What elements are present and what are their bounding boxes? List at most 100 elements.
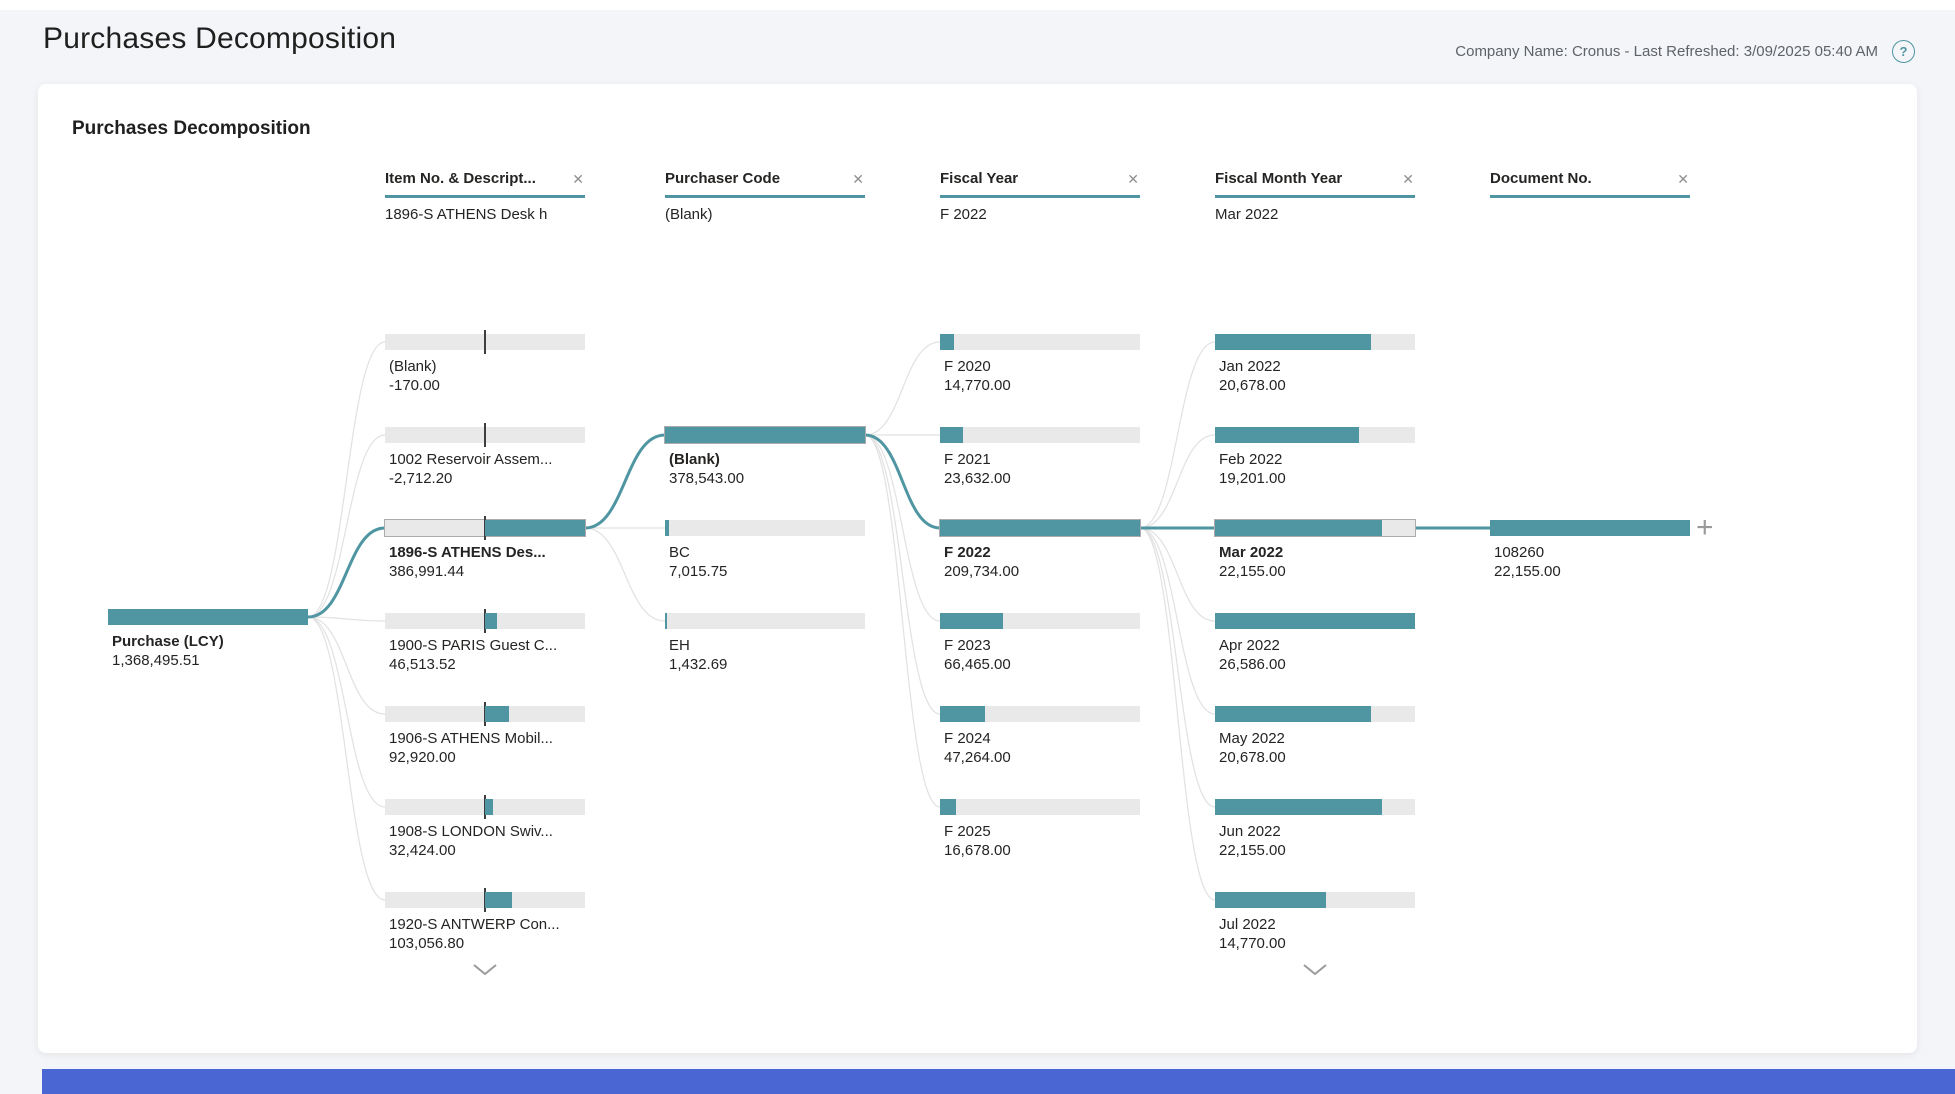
node-bar[interactable] [385, 888, 585, 912]
help-icon[interactable]: ? [1892, 40, 1915, 63]
node-bar[interactable] [385, 423, 585, 447]
node-value: 22,155.00 [1219, 563, 1286, 580]
close-level-icon[interactable]: ✕ [1402, 171, 1414, 187]
node-value: 7,015.75 [669, 563, 728, 580]
node-bar[interactable] [939, 519, 1141, 537]
node-bar-fill [940, 613, 1004, 629]
level-selected-value: F 2022 [940, 206, 987, 223]
node-label: 1900-S PARIS Guest C... [389, 637, 558, 654]
expand-more-icon[interactable] [1302, 962, 1328, 981]
node-label: Jun 2022 [1219, 823, 1281, 840]
tree-node-1-2[interactable]: EH 1,432.69 [665, 613, 865, 674]
node-bar[interactable] [1215, 799, 1415, 815]
tree-node-3-2[interactable]: Mar 2022 22,155.00 [1214, 519, 1416, 581]
close-level-icon[interactable]: ✕ [1127, 171, 1139, 187]
tree-node-3-1[interactable]: Feb 2022 19,201.00 [1215, 427, 1415, 488]
level-selected-value: Mar 2022 [1215, 206, 1279, 223]
node-bar-fill [665, 520, 669, 536]
node-bar[interactable] [384, 516, 586, 540]
node-value: 66,465.00 [944, 656, 1011, 673]
tree-node-1-1[interactable]: BC 7,015.75 [665, 520, 865, 581]
bottom-scrollbar[interactable] [42, 1069, 1955, 1094]
node-bar-fill [485, 706, 509, 722]
level-underline [385, 195, 585, 198]
node-bar[interactable] [940, 427, 1140, 443]
level-header-2: Purchaser Code ✕ (Blank) [665, 170, 870, 223]
node-bar[interactable] [1490, 520, 1690, 536]
close-level-icon[interactable]: ✕ [852, 171, 864, 187]
node-bar[interactable] [385, 609, 585, 633]
node-bar[interactable] [664, 426, 866, 444]
baseline-tick [484, 423, 486, 447]
node-bar-fill [1215, 706, 1371, 722]
tree-node-4-0[interactable]: 108260 22,155.00 [1490, 520, 1690, 581]
node-bar[interactable] [940, 706, 1140, 722]
node-value: -2,712.20 [389, 470, 453, 487]
tree-node-0-4[interactable]: 1906-S ATHENS Mobil... 92,920.00 [385, 702, 585, 767]
node-label: F 2020 [944, 358, 991, 375]
tree-node-3-3[interactable]: Apr 2022 26,586.00 [1215, 613, 1415, 674]
node-bar[interactable] [385, 330, 585, 354]
expand-plus-icon[interactable]: + [1696, 511, 1714, 544]
node-value: 23,632.00 [944, 470, 1011, 487]
expand-more-icon[interactable] [472, 962, 498, 981]
decomposition-card [38, 84, 1917, 1053]
node-label: (Blank) [389, 358, 437, 375]
level-underline [940, 195, 1140, 198]
node-bar[interactable] [1215, 892, 1415, 908]
node-value: 32,424.00 [389, 842, 456, 859]
node-bar-fill [665, 427, 865, 443]
node-value: 20,678.00 [1219, 377, 1286, 394]
close-level-icon[interactable]: ✕ [1677, 171, 1689, 187]
tree-node-2-2[interactable]: F 2022 209,734.00 [939, 519, 1141, 581]
close-level-icon[interactable]: ✕ [572, 171, 584, 187]
node-bar-fill [940, 427, 963, 443]
tree-node-0-2[interactable]: 1896-S ATHENS Des... 386,991.44 [384, 516, 586, 581]
node-bar[interactable] [1215, 427, 1415, 443]
tree-node-0-1[interactable]: 1002 Reservoir Assem... -2,712.20 [385, 423, 585, 488]
node-bar[interactable] [108, 609, 308, 625]
level-header-1: Item No. & Descript... ✕ 1896-S ATHENS Des… [385, 170, 590, 223]
node-bar[interactable] [1215, 334, 1415, 350]
tree-node-0-0[interactable]: (Blank) -170.00 [385, 330, 585, 395]
tree-node-0-3[interactable]: 1900-S PARIS Guest C... 46,513.52 [385, 609, 585, 674]
node-bar-fill [1215, 613, 1415, 629]
node-bar[interactable] [1214, 519, 1416, 537]
node-value: 1,432.69 [669, 656, 728, 673]
node-bar[interactable] [665, 613, 865, 629]
tree-node-3-5[interactable]: Jun 2022 22,155.00 [1215, 799, 1415, 860]
tree-node-1-0[interactable]: (Blank) 378,543.00 [664, 426, 866, 488]
node-label: 1002 Reservoir Assem... [389, 451, 553, 468]
node-bar[interactable] [385, 795, 585, 819]
node-label: Apr 2022 [1219, 637, 1280, 654]
tree-node-2-4[interactable]: F 2024 47,264.00 [940, 706, 1140, 767]
node-bar-fill [1215, 799, 1382, 815]
tree-node-2-1[interactable]: F 2021 23,632.00 [940, 427, 1140, 488]
node-bar-fill [940, 706, 985, 722]
node-bar[interactable] [1215, 706, 1415, 722]
node-bar[interactable] [385, 702, 585, 726]
tree-node-0-6[interactable]: 1920-S ANTWERP Con... 103,056.80 [385, 888, 585, 953]
tree-node-3-0[interactable]: Jan 2022 20,678.00 [1215, 334, 1415, 395]
tree-node-0-5[interactable]: 1908-S LONDON Swiv... 32,424.00 [385, 795, 585, 860]
node-bar[interactable] [940, 613, 1140, 629]
tree-node-2-5[interactable]: F 2025 16,678.00 [940, 799, 1140, 860]
node-bar[interactable] [940, 799, 1140, 815]
tree-node-root[interactable]: Purchase (LCY) 1,368,495.51 [108, 609, 308, 670]
node-bar[interactable] [940, 334, 1140, 350]
top-strip [0, 0, 1955, 10]
tree-node-2-3[interactable]: F 2023 66,465.00 [940, 613, 1140, 674]
node-value: 1,368,495.51 [112, 652, 200, 669]
header-meta: Company Name: Cronus - Last Refreshed: 3… [1455, 40, 1915, 63]
node-bar[interactable] [1215, 613, 1415, 629]
node-value: 378,543.00 [669, 470, 745, 487]
tree-node-3-6[interactable]: Jul 2022 14,770.00 [1215, 892, 1415, 953]
level-header-4: Fiscal Month Year ✕ Mar 2022 [1215, 170, 1420, 223]
tree-node-2-0[interactable]: F 2020 14,770.00 [940, 334, 1140, 395]
node-bar[interactable] [665, 520, 865, 536]
level-underline [1490, 195, 1690, 198]
node-bar-fill [940, 334, 954, 350]
tree-node-3-4[interactable]: May 2022 20,678.00 [1215, 706, 1415, 767]
